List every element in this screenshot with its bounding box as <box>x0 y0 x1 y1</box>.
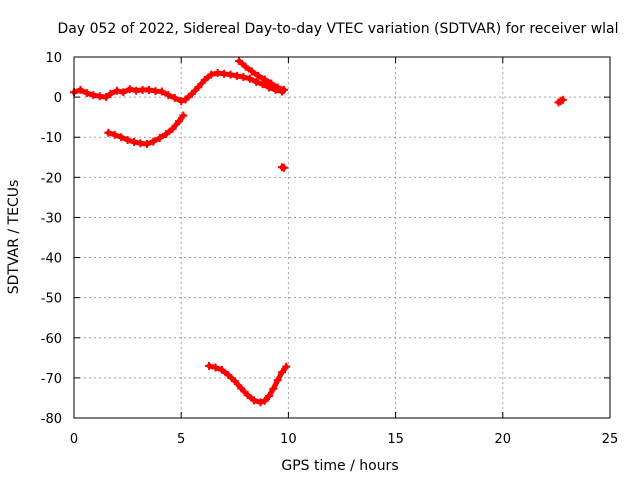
data-point <box>265 391 274 400</box>
data-point <box>207 70 216 79</box>
data-point <box>273 376 282 385</box>
x-tick-label: 15 <box>387 432 404 447</box>
y-tick-label: -50 <box>41 292 62 307</box>
data-point <box>558 95 567 104</box>
y-tick-label: -30 <box>41 211 62 226</box>
y-tick-label: 0 <box>54 91 62 106</box>
y-axis-label: SDTVAR / TECUs <box>6 180 22 295</box>
data-point <box>123 136 132 145</box>
y-tick-label: -60 <box>41 332 62 347</box>
data-point <box>145 85 154 94</box>
data-point <box>164 91 173 100</box>
y-tick-label: -10 <box>41 131 62 146</box>
data-point <box>232 71 241 80</box>
data-point <box>230 377 239 386</box>
data-point <box>256 398 265 407</box>
data-point <box>102 93 111 102</box>
y-tick-label: -70 <box>41 372 62 387</box>
data-point <box>235 57 244 66</box>
data-point <box>269 384 278 393</box>
data-point <box>89 91 98 100</box>
x-axis-ticks: 0 5 10 15 20 25 <box>70 57 618 447</box>
x-tick-label: 25 <box>602 432 619 447</box>
data-point <box>104 128 113 137</box>
data-point <box>175 117 184 126</box>
data-point <box>267 79 276 88</box>
y-tick-label: -20 <box>41 171 62 186</box>
data-point <box>125 85 134 94</box>
data-point <box>142 140 151 149</box>
data-point <box>280 85 289 94</box>
x-tick-label: 10 <box>280 432 297 447</box>
y-axis-ticks: 10 0 -10 -20 -30 -40 -50 -60 -70 -80 <box>41 51 610 427</box>
data-point <box>168 124 177 133</box>
data-point <box>181 95 190 104</box>
grid <box>74 57 610 418</box>
data-point <box>211 363 220 372</box>
data-point <box>112 86 121 95</box>
data-point <box>110 130 119 139</box>
chart-title: Day 052 of 2022, Sidereal Day-to-day VTE… <box>57 21 618 37</box>
data-point <box>155 134 164 143</box>
data-point <box>130 138 139 147</box>
data-point <box>162 130 171 139</box>
data-point <box>243 391 252 400</box>
data-point <box>260 75 269 84</box>
data-point <box>226 70 235 79</box>
data-point <box>200 75 209 84</box>
series-isolated-2 <box>554 95 567 107</box>
series-arc-2 <box>235 57 289 94</box>
data-point <box>237 384 246 393</box>
x-tick-label: 5 <box>177 432 185 447</box>
data-point <box>187 89 196 98</box>
series-isolated-1 <box>277 163 289 172</box>
y-tick-label: 10 <box>45 51 62 66</box>
data-point <box>277 368 286 377</box>
data-point <box>82 89 91 98</box>
data-point <box>119 88 128 97</box>
data-point <box>217 365 226 374</box>
x-tick-label: 0 <box>70 432 78 447</box>
data-point <box>239 73 248 82</box>
data-point <box>280 163 289 172</box>
data-point <box>179 111 188 120</box>
data-point <box>117 133 126 142</box>
data-point <box>260 396 269 405</box>
data-point <box>282 362 291 371</box>
data-point <box>194 83 203 92</box>
data-point <box>258 80 267 89</box>
data-point <box>250 396 259 405</box>
data-point <box>205 361 214 370</box>
data-point <box>170 93 179 102</box>
data-point <box>224 371 233 380</box>
data-point <box>177 97 186 106</box>
data-point <box>245 74 254 83</box>
data-point <box>157 87 166 96</box>
y-tick-label: -80 <box>41 412 62 427</box>
plot-frame <box>73 56 611 419</box>
data-point <box>254 71 263 80</box>
data-points <box>70 57 567 407</box>
data-point <box>241 62 250 71</box>
data-point <box>247 67 256 76</box>
series-arc-3 <box>104 111 188 149</box>
data-point <box>106 89 115 98</box>
x-axis-label: GPS time / hours <box>281 458 398 474</box>
data-point <box>252 77 261 86</box>
data-point <box>273 83 282 92</box>
y-tick-label: -40 <box>41 252 62 267</box>
data-point <box>76 85 85 94</box>
data-point <box>149 137 158 146</box>
x-tick-label: 20 <box>495 432 512 447</box>
series-arc-4 <box>205 361 291 407</box>
